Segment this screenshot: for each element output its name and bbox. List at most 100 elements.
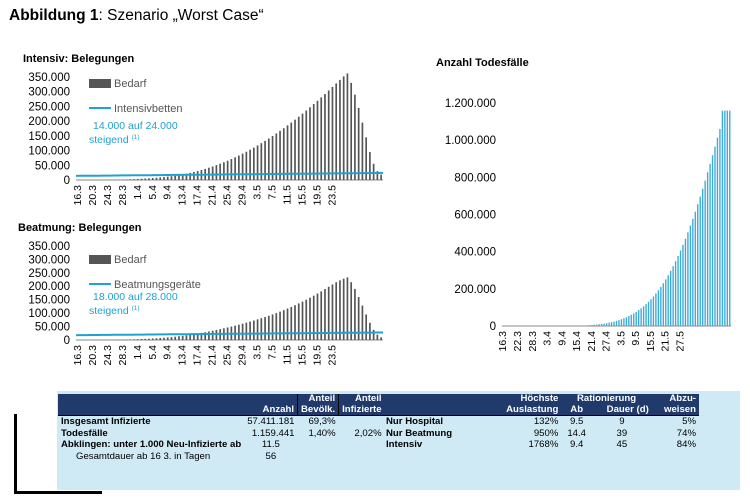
bar: [339, 280, 341, 340]
bar: [320, 291, 323, 340]
table-row: Abklingen: unter 1.000 Neu-Infizierte ab…: [61, 439, 280, 450]
annotation-steigend: steigend (1): [89, 305, 140, 317]
y-tick-label: 800.000: [454, 172, 496, 184]
bar: [129, 179, 132, 180]
bar: [684, 238, 687, 326]
x-tick-label: 25.4: [222, 345, 234, 366]
bar: [238, 324, 240, 340]
col-hoechste-auslastung: Höchste Auslastung: [489, 393, 562, 416]
bar: [724, 110, 726, 326]
bar: [245, 322, 248, 340]
y-tick-label: 300.000: [28, 87, 70, 99]
legend-label-capacity: Beatmungsgeräte: [114, 279, 201, 291]
bar: [219, 163, 221, 180]
bar: [637, 310, 640, 326]
x-tick-label: 3.4: [542, 331, 554, 346]
bar: [335, 282, 338, 340]
bar: [714, 146, 716, 326]
bar: [208, 331, 210, 340]
bar: [369, 152, 371, 180]
bar: [316, 100, 319, 180]
x-tick-label: 15.5: [645, 331, 657, 352]
x-tick-label: 21.4: [207, 185, 219, 206]
x-tick-label: 20.3: [87, 345, 99, 366]
x-tick-label: 5.4: [147, 185, 159, 200]
bar: [286, 308, 289, 340]
bar: [729, 110, 731, 326]
bar: [618, 320, 620, 326]
x-tick-label: 15.5: [297, 185, 309, 206]
x-tick-label: 29.4: [237, 345, 249, 366]
table-row: Gesamtdauer ab 16 3. in Tagen 56: [76, 450, 277, 462]
y-tick-label: 0: [64, 175, 70, 187]
summary-table-left: Anzahl Anteil Bevölk. Anteil Infizierte In…: [58, 393, 385, 462]
bar: [294, 119, 296, 180]
col-abzuweisen: Abzu-weisen: [651, 393, 699, 416]
bar: [652, 296, 655, 326]
x-tick-label: 19.5: [311, 185, 323, 206]
x-tick-label: 17.4: [192, 345, 204, 366]
bar: [662, 283, 664, 326]
x-tick-label: 28.3: [527, 331, 539, 352]
x-tick-label: 23.5: [326, 345, 338, 366]
y-tick-label: 50.000: [35, 322, 70, 334]
bar: [327, 286, 330, 340]
bar: [324, 94, 326, 180]
x-tick-label: 13.4: [177, 345, 189, 366]
y-tick-label: 350.000: [28, 241, 70, 253]
bar: [290, 122, 293, 180]
x-tick-label: 16.3: [497, 331, 509, 352]
bar: [682, 244, 684, 326]
bar: [608, 322, 610, 326]
bar: [342, 278, 345, 340]
bar: [642, 306, 645, 326]
y-tick-label: 200.000: [454, 284, 496, 296]
bar: [256, 319, 259, 340]
bar: [721, 110, 724, 326]
bar: [178, 336, 180, 340]
bar: [189, 172, 192, 180]
x-tick-label: 9.4: [556, 331, 568, 346]
bar: [148, 178, 150, 180]
bar: [350, 282, 353, 340]
bar: [241, 153, 244, 180]
x-tick-label: 16.3: [72, 185, 84, 206]
capacity-line: [75, 331, 383, 337]
y-tick-label: 150.000: [28, 131, 70, 143]
bar: [335, 83, 338, 180]
x-tick-label: 7.5: [267, 345, 279, 360]
x-tick-label: 23.5: [326, 185, 338, 206]
bar: [256, 145, 259, 180]
bar: [211, 330, 214, 340]
bar: [346, 277, 349, 340]
bar: [249, 149, 251, 180]
x-tick-label: 20.3: [87, 185, 99, 206]
x-tick-label: 27.5: [675, 331, 687, 352]
bar: [633, 313, 635, 326]
bar: [716, 137, 719, 326]
bar: [689, 225, 692, 326]
annotation-footnote: (1): [132, 134, 140, 141]
bar: [376, 334, 379, 340]
bar: [324, 289, 326, 340]
bar: [365, 137, 367, 180]
x-tick-label: 24.3: [102, 345, 114, 366]
bar: [271, 135, 274, 180]
bar: [640, 308, 642, 326]
bar: [238, 155, 240, 180]
bar: [286, 125, 289, 180]
x-tick-label: 28.3: [117, 345, 129, 366]
bar: [679, 250, 682, 326]
col-dauer: Dauer (d): [592, 404, 652, 416]
bar: [687, 232, 689, 326]
y-tick-label: 250.000: [28, 268, 70, 280]
bar: [294, 305, 296, 340]
bar: [181, 335, 184, 340]
bar: [174, 336, 177, 340]
y-tick-label: 250.000: [28, 101, 70, 113]
y-tick-label: 600.000: [454, 210, 496, 222]
bar: [361, 305, 364, 340]
bar: [719, 128, 721, 326]
